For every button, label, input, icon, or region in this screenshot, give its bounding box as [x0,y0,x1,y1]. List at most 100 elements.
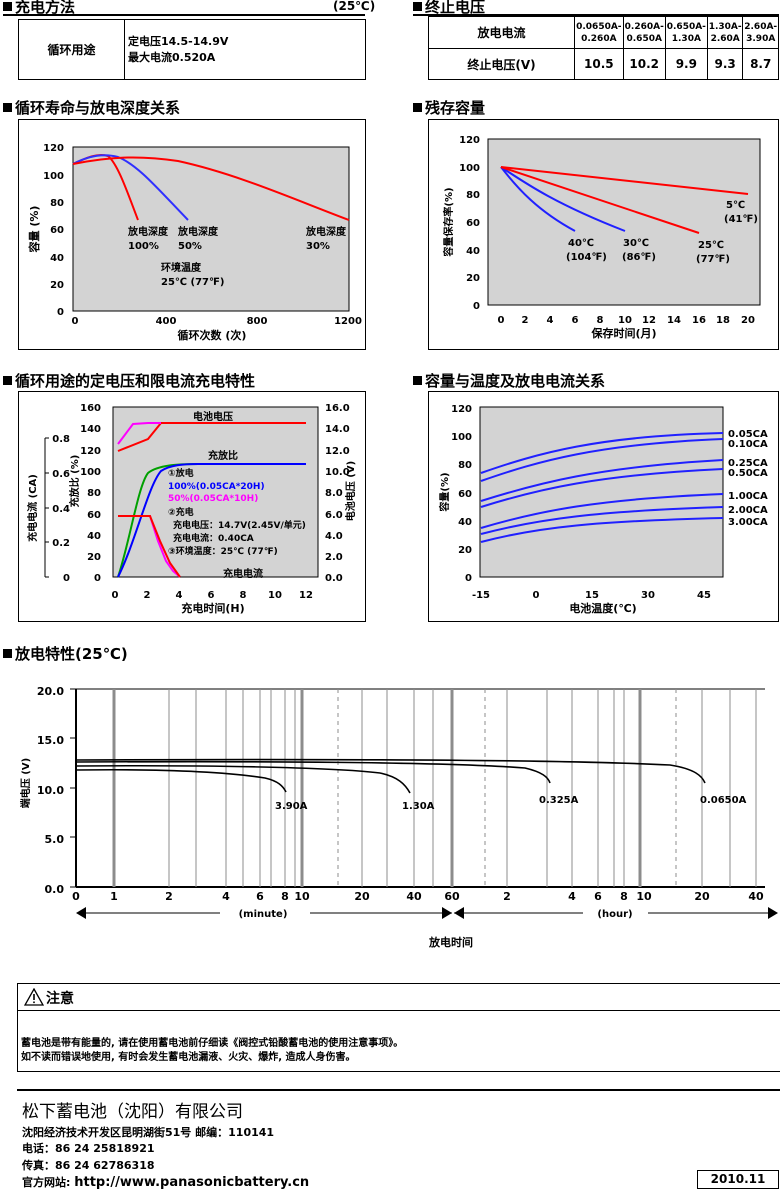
cycle-xtick: 1200 [334,316,362,327]
chg-lbl-ratio: 充放比 [208,449,238,462]
svg-text:0.325A: 0.325A [539,795,579,806]
chg-ratio-100 [117,463,306,578]
cutoff-table: 放电电流 0.0650A- 0.260A 0.260A- 0.650A 0.650A… [428,16,779,80]
svg-text:0: 0 [112,590,119,601]
svg-text:0: 0 [63,573,70,584]
discharge-section-title: 放电特性(25℃) [3,645,128,663]
svg-text:0: 0 [465,573,472,584]
company-fax: 传真：86 24 62786318 [22,1159,155,1172]
notice-line2: 如不读而错误地使用, 有时会发生蓄电池漏液、火灾、爆炸, 造成人身伤害。 [21,1052,356,1063]
chg-ylabel-v: 电池电压 (V) [344,461,357,521]
svg-text:40℃: 40℃ [568,238,594,249]
chg-xlabel: 充电时间(H) [181,601,244,615]
publish-date: 2010.11 [697,1170,779,1189]
svg-text:3.90A: 3.90A [275,801,308,812]
svg-text:20: 20 [466,273,480,284]
cutoff-section-title: 终止电压 [413,0,485,16]
svg-text:0.50CA: 0.50CA [728,468,768,479]
cutoff-voltage-3: 9.3 [706,48,744,80]
residual-curve-30 [500,166,626,232]
temp-curve-025 [480,459,724,502]
svg-text:-15: -15 [472,590,490,601]
dis-xlabel: 放电时间 [428,935,473,949]
svg-text:45: 45 [697,590,711,601]
svg-text:0: 0 [473,301,480,312]
svg-text:30: 30 [641,590,655,601]
svg-text:50%: 50% [178,241,202,252]
svg-text:60: 60 [466,218,480,229]
chg-lbl-current: 充电电流 [223,567,263,580]
svg-text:120: 120 [459,135,480,146]
svg-text:20.0: 20.0 [37,685,64,698]
svg-text:③环境温度：25℃ (77℉): ③环境温度：25℃ (77℉) [168,545,278,557]
cutoff-voltage-0: 10.5 [574,48,624,80]
svg-text:20: 20 [694,890,710,903]
website-link[interactable]: http://www.panasonicbattery.cn [74,1175,310,1190]
temp-curve-300 [480,517,724,543]
residual-ylabel: 容量保存率(%) [442,187,455,257]
charge-line1: 定电压14.5-14.9V [128,34,229,48]
charge-char-section-title: 循环用途的定电压和限电流充电特性 [3,372,255,390]
company-website: 官方网站: http://www.panasonicbattery.cn [22,1175,310,1190]
temperature-capacity-chart: 0 20 40 60 80 100 120 -15 0 15 30 45 电池温… [428,391,779,622]
cycle-section-title: 循环寿命与放电深度关系 [3,99,180,117]
svg-text:1.30A: 1.30A [402,801,435,812]
charge-label: 循环用途 [18,19,125,80]
cycle-xtick: 400 [156,316,177,327]
svg-text:0.0650A: 0.0650A [700,795,747,806]
svg-text:40: 40 [748,890,764,903]
notice-line1: 蓄电池是带有能量的, 请在使用蓄电池前仔细读《阀控式铅酸蓄电池的使用注意事项》。 [21,1038,404,1049]
svg-text:140: 140 [80,424,101,435]
temp-ylabel: 容量(%) [438,472,451,512]
svg-text:80: 80 [87,488,101,499]
residual-xlabel: 保存时间(月) [590,326,656,340]
cutoff-current-0: 0.0650A- 0.260A [574,16,624,49]
svg-text:14: 14 [667,315,681,326]
svg-text:10: 10 [294,890,310,903]
notice-title: 注意 [46,991,74,1007]
svg-text:60: 60 [458,489,472,500]
svg-text:15: 15 [585,590,599,601]
cutoff-current-2: 0.650A- 1.30A [664,16,708,49]
svg-text:10: 10 [636,890,652,903]
temp-curve-200 [480,506,724,535]
charge-temp: (25℃) [333,0,376,13]
svg-text:80: 80 [466,190,480,201]
cycle-label-100: 放电深度 [127,225,169,238]
svg-text:20: 20 [87,552,101,563]
cycle-label-50: 放电深度 [177,225,219,238]
svg-text:20: 20 [741,315,755,326]
charge-line2: 最大电流0.520A [128,50,216,64]
svg-text:8: 8 [240,590,247,601]
svg-text:10: 10 [268,590,282,601]
cycle-ytick: 40 [50,253,64,264]
cycle-ytick: 60 [50,225,64,236]
temp-curve-100 [480,493,724,529]
svg-text:6: 6 [594,890,602,903]
svg-text:40: 40 [466,246,480,257]
svg-text:30%: 30% [306,241,330,252]
svg-text:2: 2 [144,590,151,601]
svg-text:0.10CA: 0.10CA [728,439,768,450]
charge-table: 循环用途 定电压14.5-14.9V 最大电流0.520A [18,19,366,80]
svg-text:5.0: 5.0 [45,833,65,846]
svg-text:0: 0 [533,590,540,601]
svg-text:0.0: 0.0 [325,573,343,584]
svg-text:4: 4 [547,315,554,326]
cycle-ytick: 0 [57,307,64,318]
svg-text:0.25CA: 0.25CA [728,458,768,469]
company-address: 沈阳经济技术开发区昆明湖街51号 邮编：110141 [22,1126,275,1139]
temp-xlabel: 电池温度(℃) [569,601,636,615]
svg-text:100: 100 [459,163,480,174]
cutoff-current-4: 2.60A- 3.90A [742,16,779,49]
chg-ylabel-pct: 充放比 (%) [68,455,81,508]
svg-text:40: 40 [406,890,422,903]
svg-text:15.0: 15.0 [37,734,64,747]
svg-text:0.4: 0.4 [52,504,70,515]
residual-section-title: 残存容量 [413,99,485,117]
chg-voltage-100 [117,422,306,452]
cycle-xtick: 0 [72,316,79,327]
svg-text:10.0: 10.0 [325,467,350,478]
svg-text:8: 8 [620,890,628,903]
cutoff-voltage-label: 终止电压(V) [428,48,575,80]
